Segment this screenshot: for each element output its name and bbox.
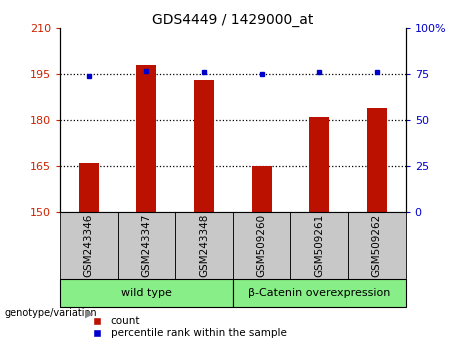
Bar [79,163,99,212]
Bar [233,212,290,279]
Text: genotype/variation: genotype/variation [5,308,97,318]
Text: GSM243348: GSM243348 [199,213,209,277]
Text: GSM243347: GSM243347 [142,213,151,277]
Bar [194,80,214,212]
Text: GSM509261: GSM509261 [314,213,324,277]
Text: wild type: wild type [121,288,172,298]
Bar [118,212,175,279]
Bar [233,279,406,307]
Bar [136,65,156,212]
Text: GSM509262: GSM509262 [372,213,382,277]
Bar [175,212,233,279]
Bar [290,212,348,279]
Text: ▶: ▶ [85,308,94,318]
Title: GDS4449 / 1429000_at: GDS4449 / 1429000_at [152,13,313,27]
Legend: count, percentile rank within the sample: count, percentile rank within the sample [83,312,290,343]
Text: GSM243346: GSM243346 [84,213,94,277]
Bar [60,212,118,279]
Text: β-Catenin overexpression: β-Catenin overexpression [248,288,390,298]
Bar [367,108,387,212]
Bar [60,279,233,307]
Bar [348,212,406,279]
Bar [252,166,272,212]
Bar [309,117,329,212]
Text: GSM509260: GSM509260 [257,213,266,277]
